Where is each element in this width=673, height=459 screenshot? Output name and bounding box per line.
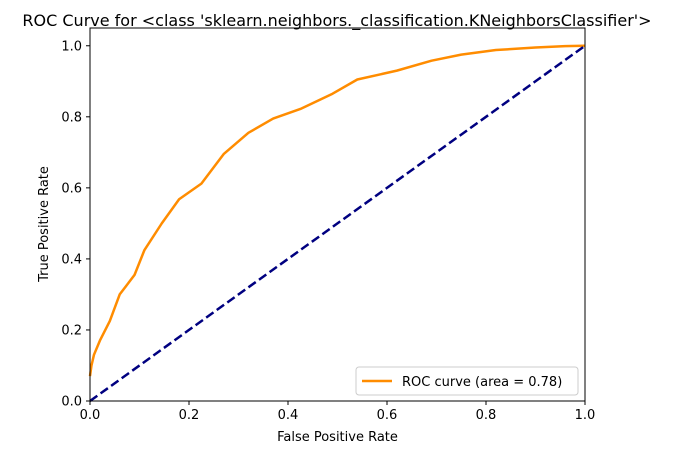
y-tick-label: 0.2 [61, 323, 82, 338]
y-tick-label: 0.8 [61, 110, 82, 125]
series-roc-curve [88, 44, 586, 377]
legend-label-roc-curve: ROC curve (area = 0.78) [402, 375, 562, 390]
y-axis-label: True Positive Rate [37, 166, 52, 283]
series-layer [88, 44, 586, 403]
y-tick-label: 0.6 [61, 181, 82, 196]
x-tick-label: 0.8 [476, 408, 497, 423]
x-tick-label: 0.0 [80, 408, 101, 423]
legend-box [355, 366, 579, 396]
y-tick-label: 1.0 [61, 39, 82, 54]
y-tick-label: 0.0 [61, 395, 82, 410]
plot-area [88, 27, 586, 403]
axes-frame [89, 27, 586, 402]
x-tick-label: 0.4 [278, 408, 299, 423]
x-axis-label: False Positive Rate [277, 430, 398, 445]
x-tick-label: 1.0 [575, 408, 596, 423]
x-tick-label: 0.6 [377, 408, 398, 423]
x-axis-ticks: 0.0 0.2 0.4 0.6 0.8 1.0 [80, 401, 596, 423]
series-chance-diagonal [89, 44, 586, 403]
chart-title: ROC Curve for <class 'sklearn.neighbors.… [22, 11, 651, 31]
legend: ROC curve (area = 0.78) [355, 366, 579, 396]
y-axis-ticks: 0.0 0.2 0.4 0.6 0.8 1.0 [61, 39, 90, 410]
y-tick-label: 0.4 [61, 252, 82, 267]
x-tick-label: 0.2 [179, 408, 200, 423]
